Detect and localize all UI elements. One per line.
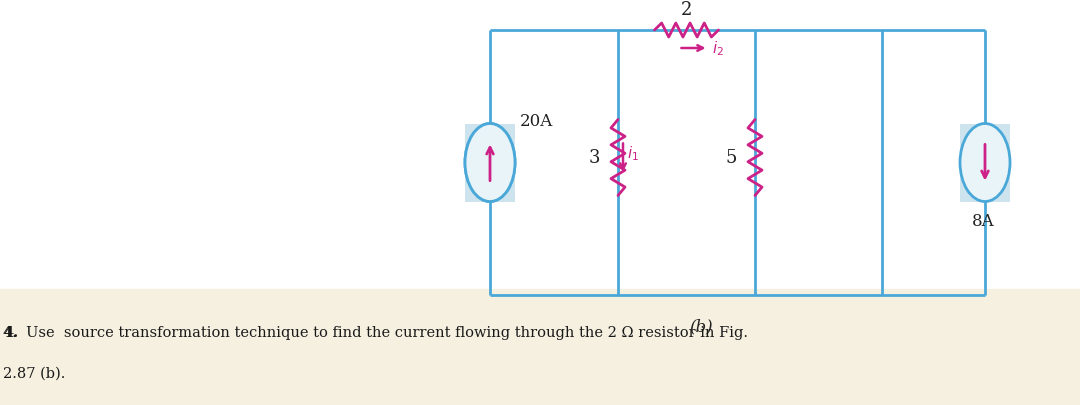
- Bar: [960, 124, 1010, 202]
- Ellipse shape: [465, 124, 515, 202]
- Text: 2.87 (b).: 2.87 (b).: [3, 366, 66, 379]
- Text: $i_1$: $i_1$: [627, 144, 639, 162]
- Text: 4.  Use  source transformation technique to find the current flowing through the: 4. Use source transformation technique t…: [3, 325, 748, 339]
- Text: 5: 5: [726, 149, 737, 167]
- Text: 2: 2: [680, 1, 692, 19]
- Bar: [0, 290, 1080, 405]
- Text: 8A: 8A: [972, 213, 995, 230]
- Text: 4.: 4.: [3, 325, 18, 339]
- Text: $i_2$: $i_2$: [713, 40, 725, 58]
- Text: (b): (b): [690, 317, 713, 334]
- Ellipse shape: [960, 124, 1010, 202]
- Bar: [465, 124, 515, 202]
- Text: 3: 3: [589, 149, 600, 167]
- Text: 20A: 20A: [519, 113, 553, 130]
